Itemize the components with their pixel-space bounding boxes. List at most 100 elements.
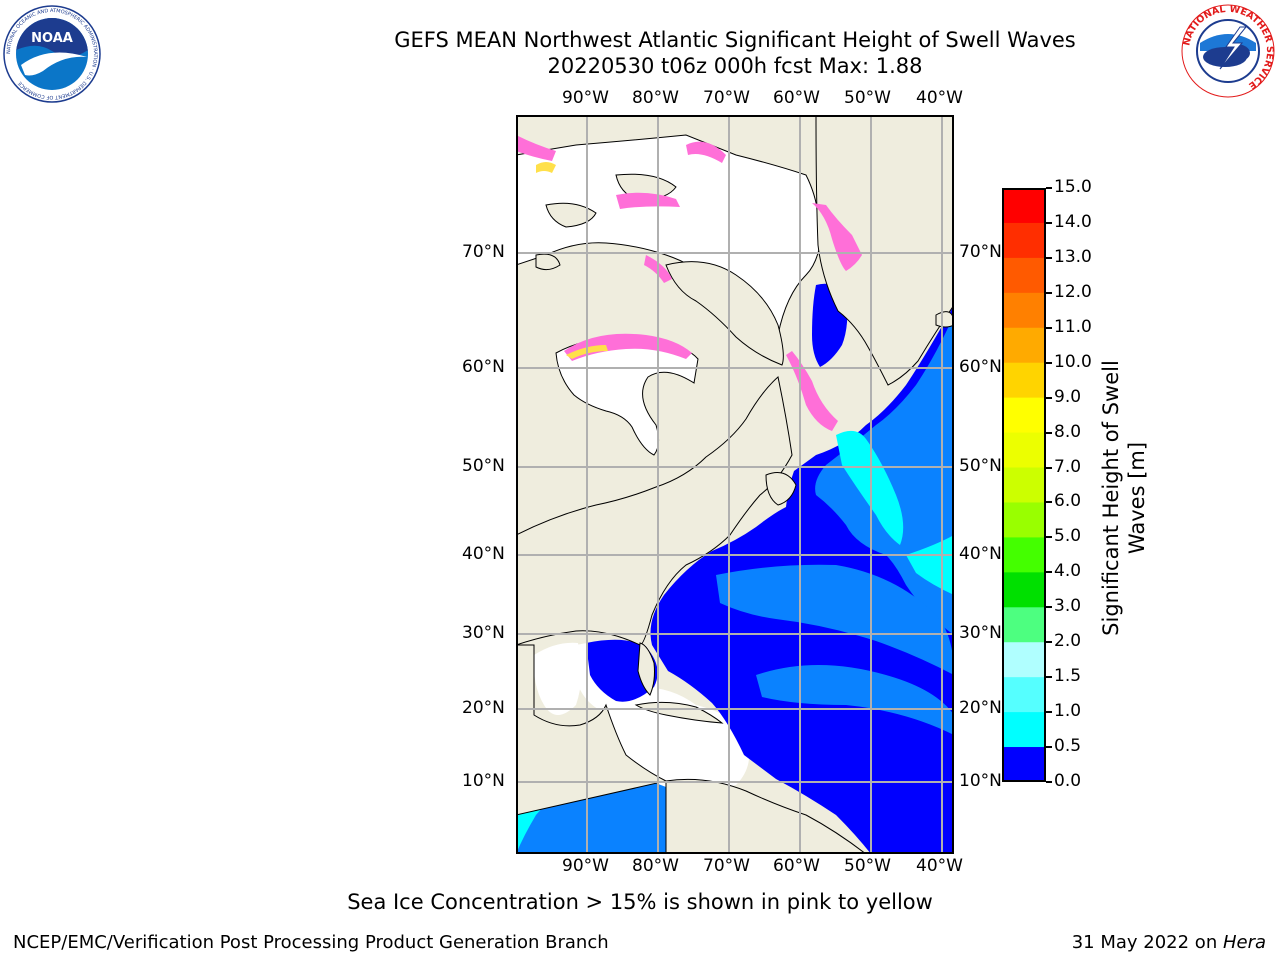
lat-label-right-20n: 20°N xyxy=(959,698,1002,718)
title-line-1: GEFS MEAN Northwest Atlantic Significant… xyxy=(394,28,1076,52)
lon-label-top-70w: 70°W xyxy=(703,88,750,108)
colorbar-tick-mark xyxy=(1046,361,1052,364)
colorbar-segment xyxy=(1002,537,1046,573)
colorbar-tick-mark xyxy=(1046,187,1052,189)
colorbar-tick-label: 0.0 xyxy=(1054,771,1082,791)
colorbar-segment xyxy=(1002,642,1046,678)
colorbar-segment xyxy=(1002,677,1046,713)
colorbar-tick-mark xyxy=(1046,501,1052,504)
colorbar-tick-label: 13.0 xyxy=(1054,246,1092,267)
florida xyxy=(637,642,655,696)
colorbar-tick-label: 6.0 xyxy=(1054,491,1082,512)
colorbar-tick-mark xyxy=(1046,746,1052,749)
lon-label-top-90w: 90°W xyxy=(562,88,609,108)
lat-label-left-60n: 60°N xyxy=(462,357,505,377)
southern-atlantic-mid xyxy=(756,665,954,735)
colorbar-tick-label: 15.0 xyxy=(1054,177,1092,197)
colorbar-tick-label: 10.0 xyxy=(1054,351,1092,372)
colorbar-label-line-1: Significant Height of Swell xyxy=(1099,360,1123,636)
central-atlantic-mid xyxy=(716,564,954,675)
colorbar-tick-label: 3.0 xyxy=(1054,596,1082,617)
lon-label-bottom-60w: 60°W xyxy=(773,856,820,876)
noaa-logo: NOAA NATIONAL OCEANIC AND ATMOSPHERIC AD… xyxy=(3,5,101,103)
iceland-edge xyxy=(935,311,954,328)
lon-label-bottom-40w: 40°W xyxy=(916,856,963,876)
lon-label-top-40w: 40°W xyxy=(916,88,963,108)
colorbar-tick-mark xyxy=(1046,291,1052,294)
colorbar-tick-mark xyxy=(1046,641,1052,644)
lat-label-left-50n: 50°N xyxy=(462,456,505,476)
swell-height-map xyxy=(516,115,954,854)
arctic-island-1 xyxy=(545,202,597,228)
high-swell-north xyxy=(836,430,904,545)
credit-text: NCEP/EMC/Verification Post Processing Pr… xyxy=(13,932,609,953)
sea-ice-note: Sea Ice Concentration > 15% is shown in … xyxy=(347,890,933,914)
greenland xyxy=(815,115,954,386)
colorbar-segment xyxy=(1002,747,1046,782)
title-line-2: 20220530 t06z 000h fcst Max: 1.88 xyxy=(547,54,923,78)
arctic-island-3 xyxy=(535,253,561,271)
sea-ice-hudson-north xyxy=(564,333,692,361)
lat-label-right-60n: 60°N xyxy=(959,357,1002,377)
colorbar-segment xyxy=(1002,188,1046,224)
lon-label-top-60w: 60°W xyxy=(773,88,820,108)
colorbar-tick-mark xyxy=(1046,781,1052,783)
colorbar-label-line-2: Waves [m] xyxy=(1125,441,1149,555)
colorbar-tick-mark xyxy=(1046,396,1052,399)
colorbar-frame xyxy=(1002,188,1046,782)
sea-ice-arctic-1 xyxy=(616,192,680,209)
colorbar-tick-mark xyxy=(1046,326,1052,329)
lon-label-bottom-80w: 80°W xyxy=(632,856,679,876)
colorbar xyxy=(1002,188,1046,782)
lon-label-bottom-90w: 90°W xyxy=(562,856,609,876)
colorbar-tick-label: 7.0 xyxy=(1054,456,1082,477)
lat-label-left-30n: 30°N xyxy=(462,623,505,643)
colorbar-tick-mark xyxy=(1046,431,1052,434)
colorbar-segment xyxy=(1002,292,1046,329)
date-text: 31 May 2022 on xyxy=(1071,932,1223,953)
colorbar-tick-label: 0.5 xyxy=(1054,736,1082,757)
sea-ice-arctic-4 xyxy=(516,135,556,161)
lat-label-right-70n: 70°N xyxy=(959,242,1002,262)
colorbar-tick-label: 11.0 xyxy=(1054,316,1092,337)
colorbar-segment xyxy=(1002,327,1046,364)
sea-ice-arctic-2 xyxy=(686,141,726,163)
colorbar-label: Significant Height of Swell Waves [m] xyxy=(1098,338,1150,658)
lat-label-right-10n: 10°N xyxy=(959,771,1002,791)
colorbar-tick-mark xyxy=(1046,606,1052,609)
baffin-island xyxy=(665,261,784,366)
colorbar-segment xyxy=(1002,712,1046,748)
map-frame xyxy=(516,115,954,854)
colorbar-tick-label: 1.0 xyxy=(1054,701,1082,722)
colorbar-tick-mark xyxy=(1046,221,1052,224)
lat-label-left-40n: 40°N xyxy=(462,544,505,564)
colorbar-tick-mark xyxy=(1046,711,1052,714)
nws-logo: NATIONAL WEATHER SERVICE xyxy=(1181,4,1275,98)
lon-label-bottom-50w: 50°W xyxy=(844,856,891,876)
lon-label-top-80w: 80°W xyxy=(632,88,679,108)
colorbar-tick-label: 12.0 xyxy=(1054,281,1092,302)
colorbar-tick-label: 4.0 xyxy=(1054,561,1082,582)
gulf-west-nodata xyxy=(533,642,582,715)
colorbar-tick-mark xyxy=(1046,466,1052,469)
south-america xyxy=(665,778,867,854)
colorbar-tick-label: 14.0 xyxy=(1054,211,1092,232)
colorbar-segment xyxy=(1002,397,1046,434)
colorbar-tick-label: 9.0 xyxy=(1054,386,1082,407)
newfoundland xyxy=(765,472,797,506)
colorbar-tick-mark xyxy=(1046,676,1052,679)
colorbar-segment xyxy=(1002,467,1046,503)
colorbar-segment xyxy=(1002,257,1046,294)
lon-label-top-50w: 50°W xyxy=(844,88,891,108)
lat-label-right-30n: 30°N xyxy=(959,623,1002,643)
colorbar-tick-label: 2.0 xyxy=(1054,631,1082,652)
colorbar-tick-label: 1.5 xyxy=(1054,666,1082,687)
date-stamp: 31 May 2022 on Hera xyxy=(1072,932,1266,953)
colorbar-segment xyxy=(1002,432,1046,469)
machine-name: Hera xyxy=(1222,932,1266,953)
colorbar-tick-label: 8.0 xyxy=(1054,421,1082,442)
colorbar-tick-mark xyxy=(1046,256,1052,259)
colorbar-segment xyxy=(1002,362,1046,399)
colorbar-segment xyxy=(1002,502,1046,538)
colorbar-tick-mark xyxy=(1046,536,1052,539)
